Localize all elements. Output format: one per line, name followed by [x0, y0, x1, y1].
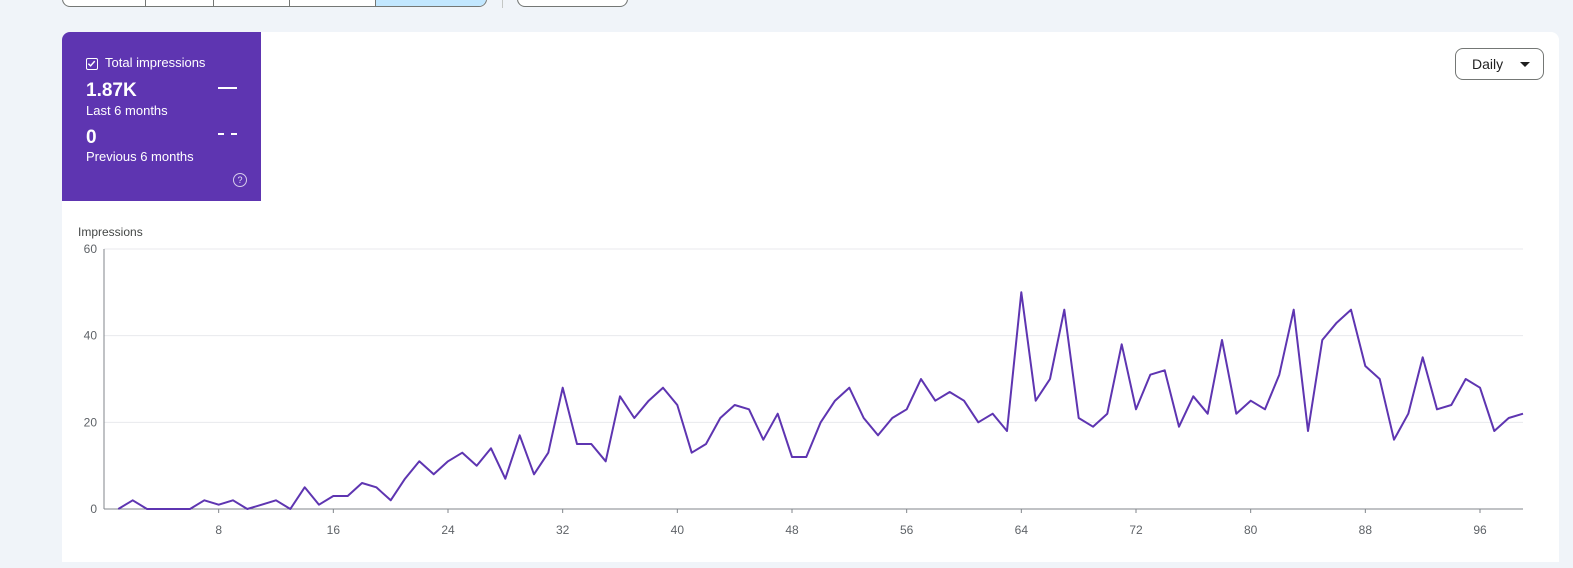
x-tick-label: 16	[327, 523, 341, 537]
x-tick-label: 96	[1473, 523, 1487, 537]
granularity-dropdown[interactable]: Daily	[1455, 48, 1544, 80]
date-range-option[interactable]	[63, 0, 146, 6]
series-line	[117, 291, 1524, 510]
x-tick-label: 40	[671, 523, 685, 537]
x-tick-label: 72	[1129, 523, 1143, 537]
y-tick-label: 60	[84, 242, 98, 256]
metric-checkbox[interactable]	[86, 58, 98, 70]
help-icon[interactable]: ?	[233, 173, 247, 187]
toolbar-divider	[502, 0, 503, 8]
current-period-label: Last 6 months	[86, 103, 168, 118]
previous-period-label: Previous 6 months	[86, 149, 194, 164]
y-axis-title: Impressions	[78, 225, 143, 239]
date-range-option-selected[interactable]	[376, 0, 486, 6]
granularity-label: Daily	[1472, 56, 1504, 72]
x-tick-label: 8	[215, 523, 222, 537]
date-range-option[interactable]	[290, 0, 376, 6]
x-tick-label: 64	[1015, 523, 1029, 537]
caret-down-icon	[1520, 62, 1530, 67]
metric-title: Total impressions	[105, 55, 206, 70]
solid-line-legend-icon	[218, 87, 237, 89]
y-tick-label: 0	[90, 502, 97, 516]
x-tick-label: 32	[556, 523, 570, 537]
check-icon	[87, 60, 96, 67]
x-tick-label: 48	[785, 523, 799, 537]
previous-value: 0	[86, 127, 97, 148]
y-tick-label: 20	[84, 415, 98, 429]
chart-card	[62, 32, 1559, 562]
x-tick-label: 24	[441, 523, 455, 537]
y-tick-label: 40	[84, 329, 98, 343]
x-tick-label: 80	[1244, 523, 1258, 537]
current-value: 1.87K	[86, 80, 137, 101]
x-tick-label: 56	[900, 523, 914, 537]
total-impressions-metric-card[interactable]: Total impressions 1.87K Last 6 months 0 …	[62, 32, 261, 201]
date-range-option[interactable]	[214, 0, 290, 6]
x-tick-label: 88	[1359, 523, 1373, 537]
date-range-option[interactable]	[146, 0, 214, 6]
dashed-line-legend-icon	[218, 133, 237, 135]
